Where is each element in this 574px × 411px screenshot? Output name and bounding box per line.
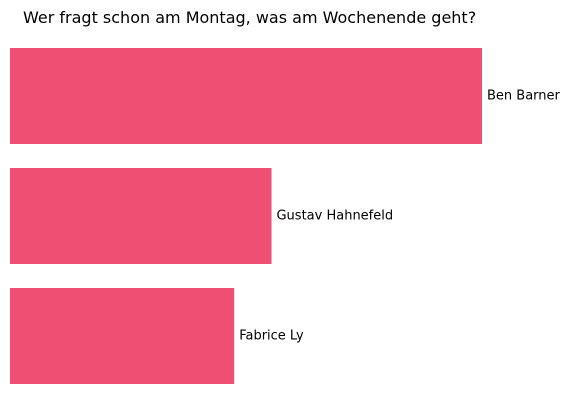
bar-label-1: Gustav Hahnefeld [276,209,393,224]
chart-title: Wer fragt schon am Montag, was am Wochen… [23,8,477,27]
bar-0 [10,48,482,144]
bar-1 [10,168,272,264]
bar-2 [10,288,235,384]
bar-label-0: Ben Barner [487,89,561,104]
bar-label-2: Fabrice Ly [239,329,304,344]
